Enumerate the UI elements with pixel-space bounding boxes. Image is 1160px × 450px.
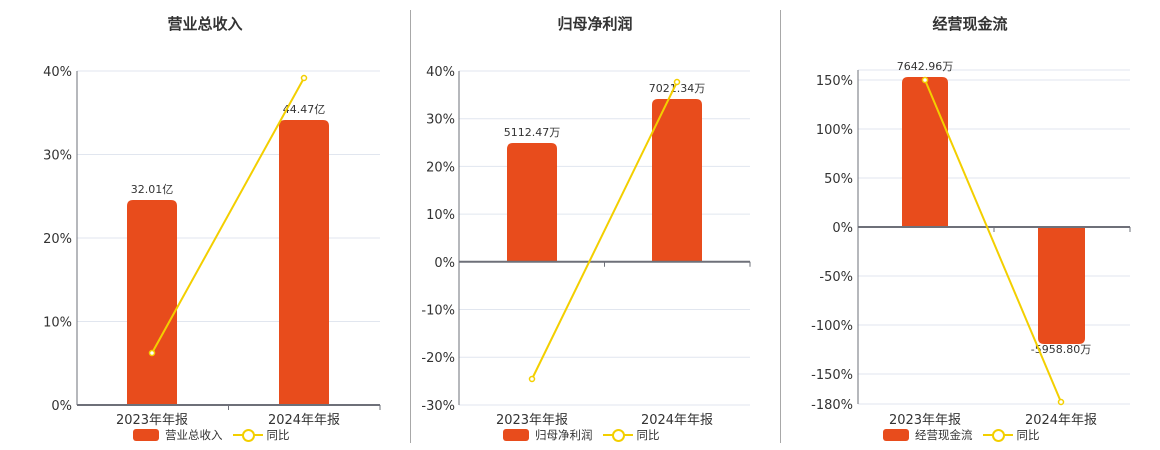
legend-line-swatch[interactable] bbox=[982, 429, 1013, 442]
legend-line-swatch[interactable] bbox=[232, 429, 263, 442]
bar-2024 bbox=[652, 99, 702, 262]
y-tick: 150% bbox=[816, 74, 853, 89]
bar-2024 bbox=[1038, 227, 1085, 344]
panel-net-profit: 归母净利润 40% 30% 20% 10% 0% -10% -20% -3 bbox=[410, 0, 780, 450]
yoy-line bbox=[924, 79, 1062, 403]
y-tick: 30% bbox=[43, 149, 72, 164]
legend: 营业总收入 同比 bbox=[133, 426, 290, 444]
y-tick: 0% bbox=[51, 399, 72, 414]
divider bbox=[410, 10, 411, 443]
bar-2023 bbox=[127, 200, 177, 405]
bar-2023 bbox=[507, 143, 557, 262]
x-axis-labels: 2023年年报 2024年年报 bbox=[116, 413, 340, 428]
x-tick: 2024年年报 bbox=[1025, 413, 1097, 428]
y-tick: -150% bbox=[811, 368, 853, 383]
x-axis-labels: 2023年年报 2024年年报 bbox=[496, 413, 713, 428]
net-profit-chart: 40% 30% 20% 10% 0% -10% -20% -30% 2023年年… bbox=[421, 65, 751, 428]
panel-revenue: 营业总收入 40% 30% 20% 10% 0% 2023年年报 2024年年报 bbox=[0, 0, 410, 450]
x-tick: 2024年年报 bbox=[268, 413, 340, 428]
legend-line-label[interactable]: 同比 bbox=[266, 428, 290, 442]
yoy-point bbox=[673, 78, 681, 86]
bar-value-label: -5958.80万 bbox=[1031, 343, 1091, 356]
y-tick: -30% bbox=[421, 399, 455, 414]
y-tick: 100% bbox=[816, 123, 853, 138]
yoy-point bbox=[528, 375, 536, 383]
yoy-point bbox=[300, 74, 308, 82]
y-tick: 10% bbox=[426, 208, 455, 223]
y-tick: 30% bbox=[426, 113, 455, 128]
panel-operating-cashflow: 经营现金流 150% 100% 50% 0% -50% -100% -1 bbox=[780, 0, 1160, 450]
y-tick: -50% bbox=[819, 270, 853, 285]
bar-value-label: 32.01亿 bbox=[131, 183, 174, 196]
chart-title: 经营现金流 bbox=[932, 15, 1008, 33]
x-tick: 2023年年报 bbox=[889, 413, 961, 428]
cashflow-chart: 150% 100% 50% 0% -50% -100% -150% -180% … bbox=[811, 60, 1131, 428]
y-tick: 10% bbox=[43, 316, 72, 331]
y-axis-labels: 150% 100% 50% 0% -50% -100% -150% -180% bbox=[811, 74, 853, 413]
legend-line-label[interactable]: 同比 bbox=[636, 428, 660, 442]
y-tick: -20% bbox=[421, 351, 455, 366]
y-tick: 0% bbox=[434, 256, 455, 271]
y-tick: 20% bbox=[43, 232, 72, 247]
y-axis-labels: 40% 30% 20% 10% 0% -10% -20% -30% bbox=[421, 65, 455, 414]
bar-2024 bbox=[279, 120, 329, 405]
yoy-line bbox=[151, 77, 305, 354]
x-tick: 2023年年报 bbox=[496, 413, 568, 428]
legend-bar-label[interactable]: 营业总收入 bbox=[165, 428, 223, 442]
legend: 经营现金流 同比 bbox=[883, 426, 1040, 444]
legend: 归母净利润 同比 bbox=[503, 426, 660, 444]
yoy-line bbox=[531, 81, 678, 380]
y-tick: 40% bbox=[426, 65, 455, 80]
legend-bar-label[interactable]: 归母净利润 bbox=[535, 428, 593, 442]
y-tick: 20% bbox=[426, 160, 455, 175]
y-tick: 0% bbox=[832, 221, 853, 236]
y-tick: 50% bbox=[824, 172, 853, 187]
bar-value-label: 7642.96万 bbox=[897, 60, 954, 73]
y-tick: -10% bbox=[421, 304, 455, 319]
revenue-chart: 40% 30% 20% 10% 0% 2023年年报 2024年年报 32.01… bbox=[43, 65, 381, 428]
y-axis-labels: 40% 30% 20% 10% 0% bbox=[43, 65, 72, 414]
x-tick: 2023年年报 bbox=[116, 413, 188, 428]
chart-title: 归母净利润 bbox=[557, 15, 633, 33]
x-axis-labels: 2023年年报 2024年年报 bbox=[889, 413, 1097, 428]
y-tick: 40% bbox=[43, 65, 72, 80]
y-tick: -180% bbox=[811, 398, 853, 413]
x-tick: 2024年年报 bbox=[641, 413, 713, 428]
bar-2023 bbox=[902, 77, 948, 227]
bar-value-label: 7021.34万 bbox=[649, 82, 706, 95]
bar-value-label: 5112.47万 bbox=[504, 126, 561, 139]
legend-bar-label[interactable]: 经营现金流 bbox=[915, 428, 973, 442]
bar-value-label: 44.47亿 bbox=[283, 103, 326, 116]
chart-title: 营业总收入 bbox=[167, 15, 243, 33]
yoy-point bbox=[1057, 398, 1065, 406]
legend-line-label[interactable]: 同比 bbox=[1016, 428, 1040, 442]
yoy-point bbox=[921, 76, 929, 84]
y-tick: -100% bbox=[811, 319, 853, 334]
yoy-point bbox=[148, 349, 156, 357]
legend-line-swatch[interactable] bbox=[602, 429, 633, 442]
legend-bar-swatch[interactable] bbox=[883, 429, 909, 441]
legend-bar-swatch[interactable] bbox=[133, 429, 159, 441]
legend-bar-swatch[interactable] bbox=[503, 429, 529, 441]
divider bbox=[780, 10, 781, 443]
